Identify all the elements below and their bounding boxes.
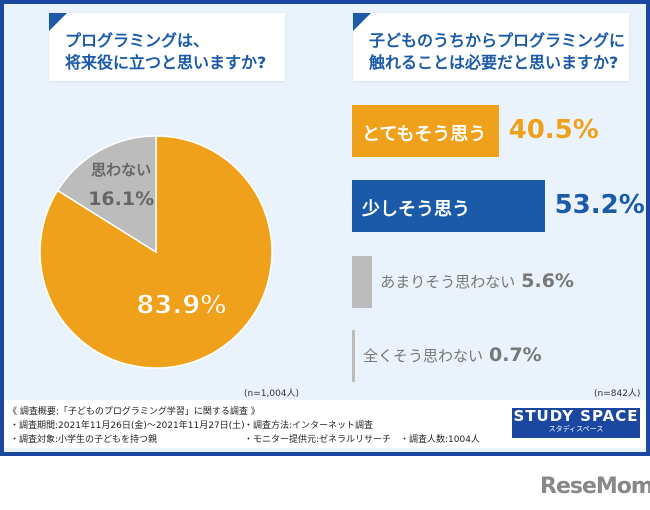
- pie-title: プログラミングは、 将来役に立つと思いますか?: [65, 31, 267, 72]
- survey-provider: ・モニター提供元:ゼネラルリサーチ: [244, 435, 392, 445]
- survey-method: ・調査方法:インターネット調査: [244, 421, 374, 431]
- survey-footer: 《 調査概要:「子どものプログラミング学習」に関する調査 》 ・調査期間:202…: [4, 400, 646, 448]
- bar-value-label: 53.2%: [554, 190, 645, 220]
- bar-question-box: 子どものうちからプログラミングに 触れることは必要だと思いますか?: [353, 13, 629, 81]
- bar-category-label: 少しそう思う: [362, 199, 470, 220]
- bar-value-label: 0.7%: [489, 344, 542, 366]
- pie-question-box: プログラミングは、 将来役に立つと思いますか?: [49, 13, 285, 81]
- resemom-watermark: ReseMom: [540, 474, 650, 499]
- infographic-frame: プログラミングは、 将来役に立つと思いますか? 子どものうちからプログラミングに…: [0, 0, 650, 456]
- bar-category-label: 全くそう思わない: [363, 347, 484, 365]
- pie-category-label: 思う: [161, 265, 201, 289]
- bar-category-label: あまりそう思わない: [380, 273, 516, 291]
- bar-1: [352, 180, 545, 232]
- corner-mark: [49, 13, 67, 31]
- bar-0: [352, 105, 499, 157]
- bar-value-label: 40.5%: [508, 115, 599, 145]
- bar-sample-size: (n=842人): [594, 389, 641, 399]
- study-space-logo: STUDY SPACE スタディスペース: [512, 408, 640, 438]
- pie-slice-1: [56, 135, 157, 254]
- pie-value-label: 16.1%: [88, 188, 154, 210]
- brand-name: STUDY SPACE: [513, 407, 639, 425]
- pie-sample-size: (n=1,004人): [244, 389, 300, 399]
- corner-mark: [353, 13, 371, 31]
- survey-target: ・調査対象:小学生の子どもを持つ親: [10, 435, 158, 445]
- survey-count: ・調査人数:1004人: [400, 435, 480, 445]
- bar-3: [352, 330, 355, 382]
- pie-value-label: 83.9%: [136, 291, 226, 321]
- survey-title: 《 調査概要:「子どものプログラミング学習」に関する調査 》: [8, 407, 260, 417]
- bar-2: [352, 256, 373, 308]
- pie-category-label: 思わない: [91, 161, 151, 179]
- survey-period: ・調査期間:2021年11月26日(金)〜2021年11月27日(土): [10, 421, 245, 431]
- bar-category-label: とてもそう思う: [362, 124, 487, 145]
- bar-value-label: 5.6%: [521, 270, 574, 292]
- brand-sub: スタディスペース: [548, 425, 604, 433]
- bar-title: 子どものうちからプログラミングに 触れることは必要だと思いますか?: [369, 31, 626, 72]
